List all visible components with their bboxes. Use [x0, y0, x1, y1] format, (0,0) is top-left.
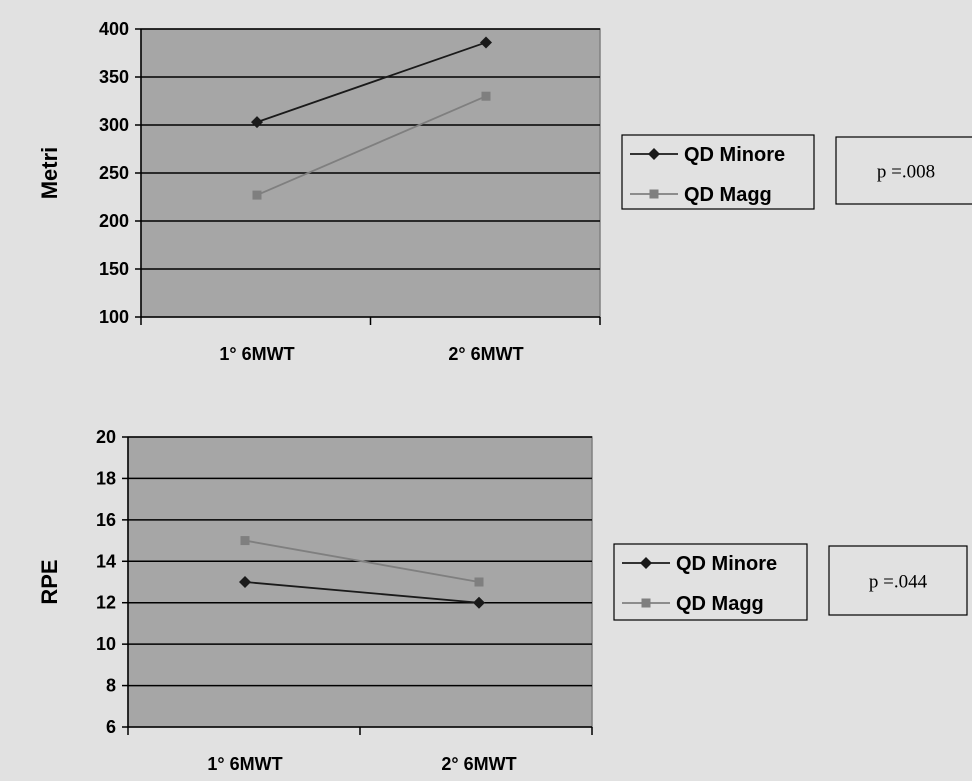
series-line	[256, 95, 487, 196]
y-tick-label: 100	[99, 307, 129, 327]
data-point	[252, 190, 262, 200]
legend-label: QD Magg	[684, 184, 772, 206]
y-tick-label: 6	[106, 717, 116, 737]
data-point	[240, 536, 250, 546]
data-point	[239, 576, 251, 588]
y-tick-label: 8	[106, 676, 116, 696]
y-tick-label: 150	[99, 259, 129, 279]
p-value-annotation: p =.044	[869, 572, 928, 593]
y-axis-label: RPE	[37, 559, 62, 604]
legend-label: QD Magg	[676, 593, 764, 615]
y-tick-label: 300	[99, 115, 129, 135]
p-value-box	[828, 545, 968, 616]
x-tick-label: 1° 6MWT	[207, 754, 282, 774]
y-tick-label: 250	[99, 163, 129, 183]
data-point	[481, 91, 491, 101]
legend: QD Minore QD Magg	[613, 543, 808, 621]
chart-2: 6 8 10 12 14 16 18 20 1° 6MWT 2° 6MWT RPE QD Minore…	[37, 427, 968, 774]
series-1	[251, 36, 492, 129]
data-point	[251, 116, 263, 129]
x-tick-label: 2° 6MWT	[448, 344, 523, 364]
x-tick-label: 1° 6MWT	[219, 344, 294, 364]
p-value-box	[835, 136, 972, 205]
y-tick-label: 400	[99, 19, 129, 39]
legend-marker	[648, 148, 660, 160]
y-tick-label: 12	[96, 593, 116, 613]
y-tick-label: 10	[96, 634, 116, 654]
legend-box	[621, 134, 815, 210]
plot-area	[127, 436, 593, 728]
legend-label: QD Minore	[676, 553, 777, 575]
series-2	[240, 536, 484, 587]
legend-marker	[649, 189, 659, 199]
y-tick-label: 16	[96, 510, 116, 530]
p-value-annotation: p =.008	[877, 162, 935, 183]
data-point	[480, 36, 492, 49]
series-line	[244, 581, 480, 604]
x-tick-label: 2° 6MWT	[441, 754, 516, 774]
series-line	[244, 539, 480, 583]
y-axis-label: Metri	[37, 147, 62, 200]
y-tick-label: 200	[99, 211, 129, 231]
legend: QD Minore QD Magg	[621, 134, 815, 210]
legend-box	[613, 543, 808, 621]
data-point	[474, 577, 484, 587]
legend-marker	[640, 557, 652, 569]
series-line	[256, 41, 487, 123]
chart-1: 100 150 200 250 300 350 400 1° 6MWT 2° 6MWT Metri…	[37, 19, 972, 364]
y-tick-label: 20	[96, 427, 116, 447]
series-1	[239, 576, 485, 609]
y-tick-label: 14	[96, 551, 116, 571]
y-tick-label: 350	[99, 67, 129, 87]
y-tick-label: 18	[96, 468, 116, 488]
legend-marker	[641, 598, 651, 608]
legend-label: QD Minore	[684, 144, 785, 166]
series-2	[252, 91, 491, 200]
data-point	[473, 596, 485, 609]
